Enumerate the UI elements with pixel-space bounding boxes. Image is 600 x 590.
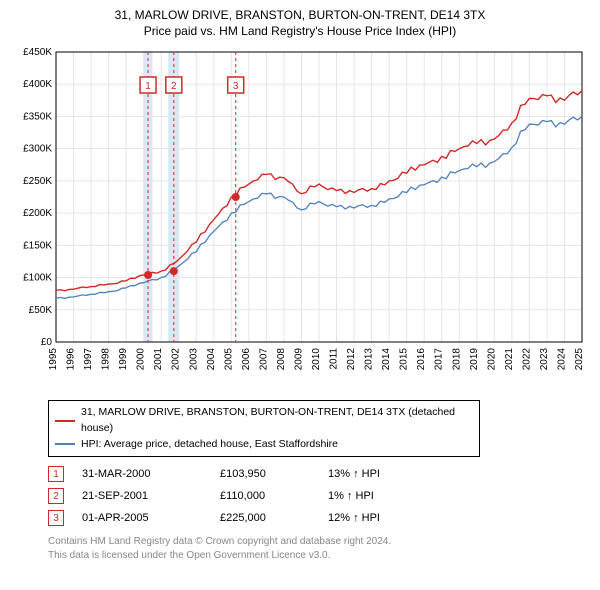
- svg-text:2015: 2015: [399, 348, 410, 371]
- svg-text:2001: 2001: [153, 348, 164, 371]
- sale-marker-box: 3: [48, 510, 64, 526]
- svg-text:2006: 2006: [241, 348, 252, 371]
- svg-text:2011: 2011: [329, 348, 340, 370]
- svg-text:2010: 2010: [311, 348, 322, 371]
- svg-text:2013: 2013: [364, 348, 375, 371]
- sale-pct-vs-hpi: 13% ↑ HPI: [328, 468, 438, 480]
- sale-date: 01-APR-2005: [82, 512, 202, 524]
- sale-date: 21-SEP-2001: [82, 490, 202, 502]
- svg-text:2: 2: [171, 81, 177, 92]
- legend-row: HPI: Average price, detached house, East…: [55, 437, 473, 453]
- svg-text:£300K: £300K: [23, 144, 52, 155]
- svg-text:2017: 2017: [434, 348, 445, 371]
- svg-text:2003: 2003: [188, 348, 199, 371]
- svg-text:£200K: £200K: [23, 208, 52, 219]
- svg-text:2024: 2024: [556, 348, 567, 371]
- svg-text:2025: 2025: [574, 348, 585, 371]
- svg-text:2022: 2022: [521, 348, 532, 371]
- chart-titles: 31, MARLOW DRIVE, BRANSTON, BURTON-ON-TR…: [10, 8, 590, 38]
- sale-pct-vs-hpi: 12% ↑ HPI: [328, 512, 438, 524]
- sale-price: £103,950: [220, 468, 310, 480]
- svg-text:2007: 2007: [258, 348, 269, 371]
- attribution-line-1: Contains HM Land Registry data © Crown c…: [48, 535, 590, 549]
- sale-price: £110,000: [220, 490, 310, 502]
- sale-marker-box: 1: [48, 466, 64, 482]
- attribution-line-2: This data is licensed under the Open Gov…: [48, 549, 590, 563]
- svg-text:2019: 2019: [469, 348, 480, 371]
- svg-text:2000: 2000: [136, 348, 147, 371]
- sale-pct-vs-hpi: 1% ↑ HPI: [328, 490, 438, 502]
- svg-text:2016: 2016: [416, 348, 427, 371]
- legend-swatch: [55, 420, 75, 422]
- svg-text:1997: 1997: [83, 348, 94, 371]
- legend-label: HPI: Average price, detached house, East…: [81, 437, 338, 453]
- legend-swatch: [55, 443, 75, 445]
- legend-row: 31, MARLOW DRIVE, BRANSTON, BURTON-ON-TR…: [55, 405, 473, 437]
- line-chart: £0 £50K £100K £150K £200K £250K £300K £350K £400…: [10, 42, 590, 392]
- svg-text:£350K: £350K: [23, 111, 52, 122]
- svg-text:2020: 2020: [486, 348, 497, 371]
- svg-text:2005: 2005: [223, 348, 234, 371]
- svg-text:£150K: £150K: [23, 240, 52, 251]
- svg-text:2009: 2009: [293, 348, 304, 371]
- svg-text:2002: 2002: [171, 348, 182, 371]
- svg-text:£400K: £400K: [23, 79, 52, 90]
- svg-text:£250K: £250K: [23, 176, 52, 187]
- svg-text:£100K: £100K: [23, 273, 52, 284]
- chart-container: 31, MARLOW DRIVE, BRANSTON, BURTON-ON-TR…: [0, 0, 600, 590]
- svg-text:2012: 2012: [346, 348, 357, 371]
- sale-row: 2 21-SEP-2001 £110,000 1% ↑ HPI: [48, 485, 590, 507]
- svg-text:1998: 1998: [101, 348, 112, 371]
- chart-title-address: 31, MARLOW DRIVE, BRANSTON, BURTON-ON-TR…: [10, 8, 590, 22]
- chart-svg: £0 £50K £100K £150K £200K £250K £300K £350K £400…: [10, 42, 590, 392]
- chart-title-subtitle: Price paid vs. HM Land Registry's House …: [10, 24, 590, 38]
- svg-text:2004: 2004: [206, 348, 217, 371]
- sale-date: 31-MAR-2000: [82, 468, 202, 480]
- svg-text:£50K: £50K: [29, 305, 53, 316]
- svg-text:1995: 1995: [48, 348, 59, 371]
- sale-row: 3 01-APR-2005 £225,000 12% ↑ HPI: [48, 507, 590, 529]
- sales-table: 1 31-MAR-2000 £103,950 13% ↑ HPI 2 21-SEP-200…: [48, 463, 590, 529]
- svg-text:2018: 2018: [451, 348, 462, 371]
- svg-text:2008: 2008: [276, 348, 287, 371]
- svg-text:1996: 1996: [66, 348, 77, 371]
- legend-label: 31, MARLOW DRIVE, BRANSTON, BURTON-ON-TR…: [81, 405, 473, 437]
- svg-text:3: 3: [233, 81, 239, 92]
- svg-text:2023: 2023: [539, 348, 550, 371]
- sale-price: £225,000: [220, 512, 310, 524]
- svg-text:1999: 1999: [118, 348, 129, 371]
- svg-text:2021: 2021: [504, 348, 515, 371]
- svg-text:1: 1: [145, 81, 151, 92]
- svg-text:2014: 2014: [381, 348, 392, 371]
- attribution: Contains HM Land Registry data © Crown c…: [48, 535, 590, 562]
- legend: 31, MARLOW DRIVE, BRANSTON, BURTON-ON-TR…: [48, 400, 480, 457]
- svg-text:£450K: £450K: [23, 47, 52, 58]
- sale-marker-box: 2: [48, 488, 64, 504]
- svg-text:£0: £0: [41, 337, 53, 348]
- sale-row: 1 31-MAR-2000 £103,950 13% ↑ HPI: [48, 463, 590, 485]
